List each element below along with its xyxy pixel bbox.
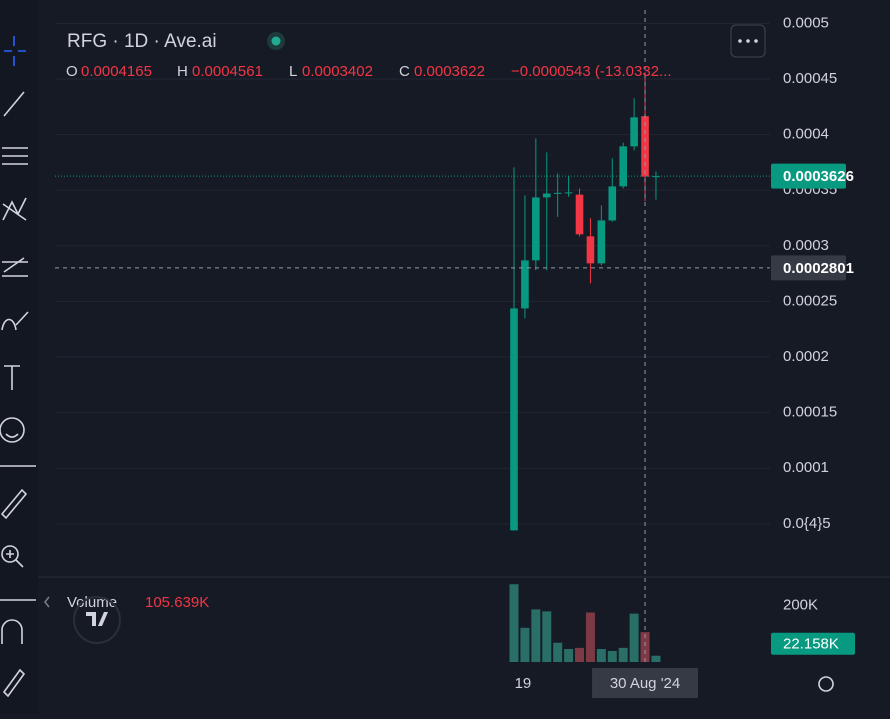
volume-tick-label: 200K	[783, 596, 818, 613]
volume-bar	[553, 642, 563, 662]
volume-bar	[640, 632, 650, 662]
volume-bar	[542, 611, 552, 662]
candle-body	[521, 260, 529, 309]
collapse-arrow[interactable]	[43, 596, 50, 608]
crosshair-price-label: 0.0002801	[783, 260, 854, 277]
volume-bar	[607, 650, 617, 662]
volume-value: 105.639K	[145, 594, 209, 611]
candle-body	[510, 308, 518, 531]
price-badge	[771, 163, 846, 189]
volume-bar	[596, 648, 606, 662]
settings-icon[interactable]	[818, 676, 834, 692]
candle-body	[619, 146, 627, 187]
candle-body	[542, 193, 551, 198]
menu-button[interactable]	[730, 24, 766, 58]
legend-change: −0.0000543 (-13.0332...	[511, 63, 672, 80]
toolbar	[0, 0, 38, 714]
volume-badge-label: 22.158K	[783, 636, 839, 653]
volume-bar	[575, 647, 585, 662]
y-tick-label: 0.00045	[783, 70, 837, 87]
candle-body	[597, 220, 606, 264]
candle-body	[586, 236, 595, 264]
logo	[73, 596, 121, 644]
crosshair-price-box	[771, 255, 846, 281]
menu-dots	[738, 39, 758, 43]
candle-body	[575, 194, 584, 235]
ohlc-legend: O 0.0004165 H 0.0004561 L 0.0003402 C 0.…	[66, 63, 672, 80]
price-badge-label: 0.0003626	[783, 168, 854, 185]
y-tick-label: 0.0005	[783, 14, 829, 31]
volume-bar	[520, 627, 530, 662]
candle-body	[630, 117, 638, 147]
y-tick-label: 0.0004	[783, 126, 829, 143]
volume-bar	[629, 613, 639, 662]
legend-key: C	[399, 63, 410, 80]
volume-bar	[618, 647, 628, 662]
volume-bar	[509, 584, 519, 662]
chart-title: RFG · 1D · Ave.ai	[67, 31, 217, 52]
y-tick-label: 0.0002	[783, 348, 829, 365]
candle-body	[532, 197, 540, 261]
crosshair-time-label: 30 Aug '24	[610, 675, 680, 692]
volume-bar	[585, 612, 595, 662]
candle-body	[608, 186, 617, 221]
legend-value: 0.0003402	[302, 63, 373, 80]
volume-bar	[564, 648, 574, 662]
candle-body	[564, 192, 573, 194]
toolbar-icons[interactable]	[0, 36, 36, 698]
y-tick-label: 0.0{4}5	[783, 515, 831, 532]
legend-key: L	[289, 63, 297, 80]
y-tick-label: 0.00025	[783, 292, 837, 309]
volume-bar	[651, 655, 661, 662]
y-tick-label: 0.0003	[783, 237, 829, 254]
legend-key: O	[66, 63, 78, 80]
volume-bar	[531, 609, 541, 662]
y-tick-label: 0.00015	[783, 404, 837, 421]
legend-value: 0.0004165	[81, 63, 152, 80]
x-tick-label: 19	[515, 675, 532, 692]
crosshair-time-box	[592, 668, 699, 698]
logo-mark	[86, 612, 108, 626]
status-dot	[271, 36, 281, 46]
legend-key: H	[177, 63, 188, 80]
volume-badge	[771, 632, 855, 655]
candle-body	[553, 192, 562, 194]
legend-value: 0.0004561	[192, 63, 263, 80]
legend-value: 0.0003622	[414, 63, 485, 80]
volume-name: Volume	[67, 594, 117, 611]
y-tick-label: 0.0001	[783, 459, 829, 476]
